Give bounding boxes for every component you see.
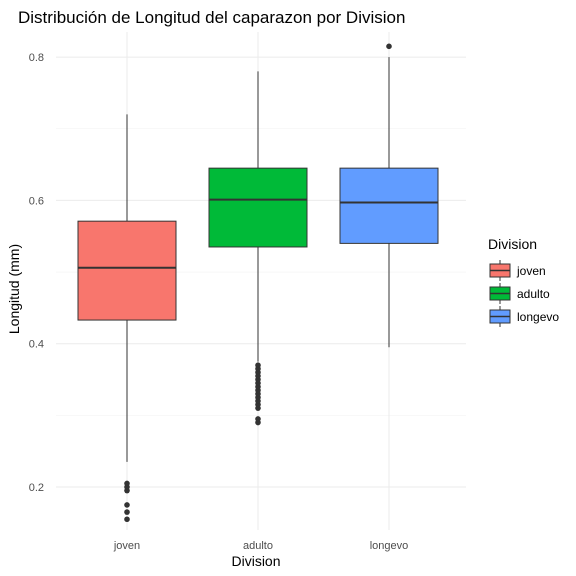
x-axis-ticks: joven adulto longevo [113, 540, 408, 552]
y-tick-label: 0.6 [29, 195, 44, 207]
y-tick-label: 0.8 [29, 52, 44, 64]
box-series [77, 43, 439, 523]
y-tick-label: 0.2 [29, 482, 44, 494]
legend-label: adulto [517, 287, 550, 301]
legend-label: longevo [517, 310, 559, 324]
outlier-point [386, 43, 392, 50]
legend-key-joven [489, 260, 511, 281]
outlier-point [255, 362, 261, 368]
y-axis-ticks: 0.2 0.4 0.6 0.8 [29, 52, 44, 494]
outlier-point [255, 416, 261, 422]
legend-key-longevo [489, 306, 511, 327]
outlier-point [124, 509, 130, 515]
box-longevo [339, 43, 439, 348]
box-iqr [77, 220, 177, 321]
box-iqr [339, 167, 439, 244]
legend-key-adulto [489, 283, 511, 304]
box-adulto [208, 71, 308, 426]
x-axis-title: Division [231, 553, 280, 569]
x-tick-label: joven [113, 540, 140, 552]
y-axis-title: Longitud (mm) [6, 244, 22, 334]
box-joven [77, 114, 177, 523]
chart-title: Distribución de Longitud del caparazon p… [18, 8, 405, 27]
legend-title: Division [488, 236, 537, 252]
outlier-point [124, 480, 130, 487]
box-iqr [208, 167, 308, 248]
x-tick-label: adulto [243, 540, 273, 552]
x-tick-label: longevo [370, 540, 409, 552]
outlier-point [124, 502, 130, 508]
legend: Division joven adulto longevo [488, 236, 559, 327]
outlier-point [124, 516, 130, 523]
legend-label: joven [516, 264, 546, 278]
y-tick-label: 0.4 [29, 339, 44, 351]
